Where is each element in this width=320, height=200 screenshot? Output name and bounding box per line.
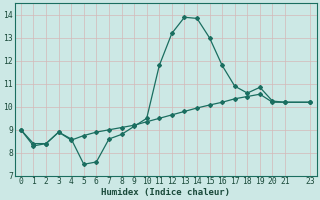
X-axis label: Humidex (Indice chaleur): Humidex (Indice chaleur) <box>101 188 230 197</box>
